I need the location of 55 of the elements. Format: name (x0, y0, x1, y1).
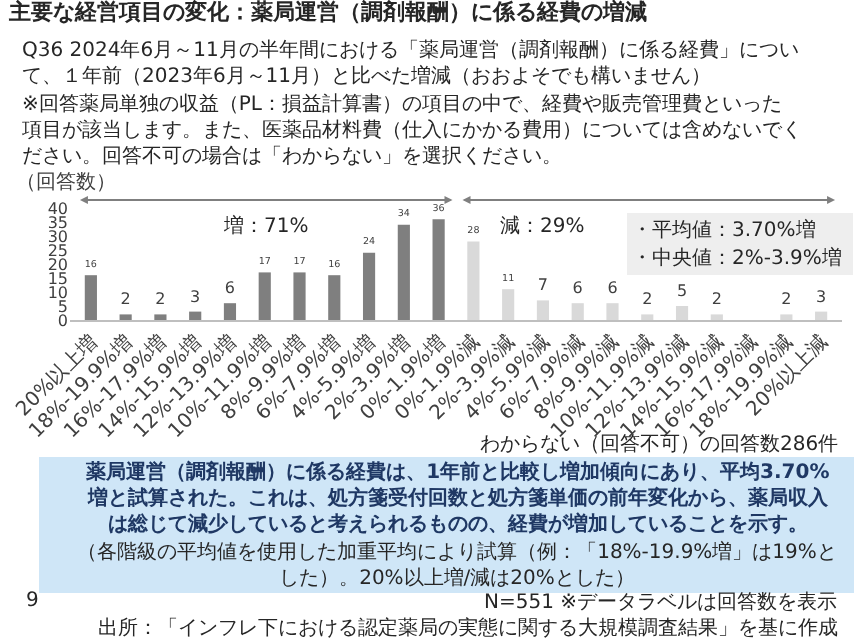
data-label: 7 (537, 276, 549, 295)
bar (710, 314, 723, 320)
data-label: 5 (676, 282, 688, 300)
text: 出所：「インフレ下における認定薬局の実態に関する大規模調査結果」を基に作成 (98, 616, 838, 640)
bar (536, 300, 550, 320)
bar (675, 306, 689, 320)
y-tick-label: 20 (47, 255, 68, 274)
data-label: 6 (572, 279, 583, 298)
annotation: ・中央値：2%-3.9%増 (632, 246, 842, 270)
chart-title: 主要な経営項目の変化：薬局運営（調剤報酬）に係る経費の増減 (6, 0, 647, 26)
bar (467, 241, 480, 320)
data-label: 6 (224, 279, 236, 298)
y-tick-label: 30 (47, 227, 68, 246)
bar (502, 289, 515, 320)
y-tick-label: 25 (47, 241, 68, 260)
bar (258, 272, 271, 320)
y-tick-label: 35 (47, 213, 68, 232)
y-tick-label: 5 (57, 297, 68, 316)
data-label: 2 (120, 290, 131, 309)
data-label: 2 (155, 290, 166, 309)
bar (397, 224, 410, 320)
data-label: 3 (816, 287, 827, 306)
y-tick-label: 10 (47, 283, 68, 302)
bar (293, 272, 306, 320)
text: N=551 ※データラベルは回答数を表示 (484, 590, 838, 614)
text: （各階級の平均値を使用した加重平均により試算（例：「18%-19.9%増」は19%とした）。20%以上増/減は20%とした） (77, 540, 837, 590)
bar (362, 252, 376, 320)
text: ※回答薬局単独の収益（PL：損益計算書）の項目の中で、経費や販売管理費といった項目が該当します。また、医薬品材料費（仕入にかかる費用）については含めないでください。回答不可の場合は「わからない」を選択ください。 (22, 92, 802, 168)
text: 9 (26, 590, 39, 612)
bar (223, 303, 237, 320)
chart-subtitle: Q36 2024年6月～11月の半年間における「薬局運営（調剤報酬）に係る経費」について、１年前（2023年6月～11月）と比べた増減（おおよそでも構いません） (22, 38, 799, 88)
annotation: 減：29% (500, 214, 585, 238)
bar (780, 314, 793, 320)
data-label: 2 (642, 290, 653, 309)
y-tick-label: 0 (57, 311, 68, 330)
annotation: ・平均値：3.70%増 (632, 218, 816, 242)
bar (154, 314, 167, 320)
data-label: 2 (711, 290, 722, 309)
y-axis-title: （回答数） (16, 170, 116, 194)
data-label: 2 (781, 290, 792, 309)
data-label: 3 (190, 287, 201, 306)
y-tick-label: 40 (47, 199, 68, 218)
bar (84, 275, 97, 320)
bar (641, 314, 654, 320)
bar (328, 275, 341, 320)
text: 薬局運営（調剤報酬）に係る経費は、1年前と比較し増加傾向にあり、平均3.70%増と試算された。これは、処方箋受付回数と処方箋単価の前年変化から、薬局収入は総じて減少していると考えられるものの、経費が増加していることを示す。 (84, 460, 830, 536)
bar (571, 303, 584, 320)
annotation: 増：71% (222, 214, 309, 238)
bar (432, 219, 445, 320)
bar (815, 311, 828, 320)
bar (189, 311, 202, 320)
data-label: 6 (607, 279, 618, 298)
bar (119, 314, 132, 320)
y-tick-label: 15 (47, 269, 68, 288)
bar (606, 303, 619, 320)
